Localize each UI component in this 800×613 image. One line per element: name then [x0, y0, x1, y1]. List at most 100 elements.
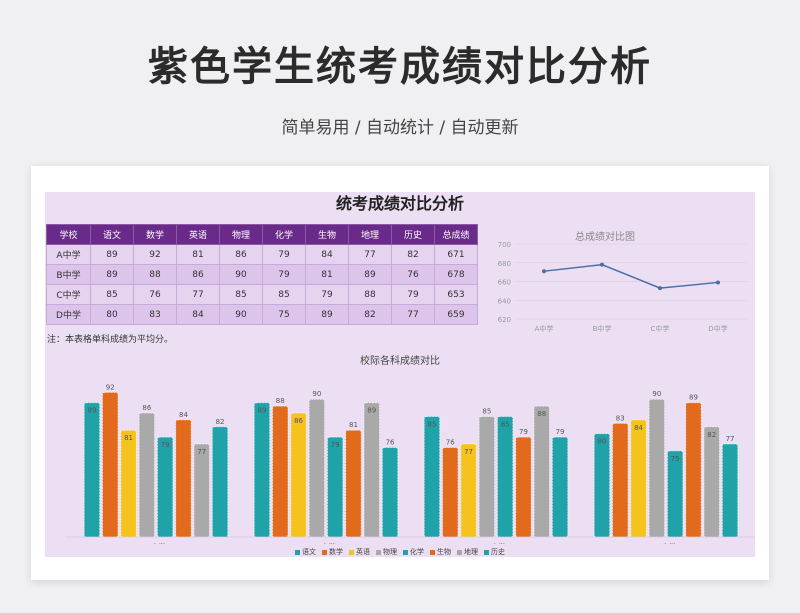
- bar: [496, 416, 514, 538]
- legend-swatch: [295, 549, 300, 555]
- bar-value-label: 81: [124, 434, 133, 442]
- bar-value-label: 80: [597, 438, 606, 446]
- legend-label: 物理: [383, 548, 397, 556]
- x-tick-label: D中学: [708, 324, 727, 333]
- table-cell: 88: [133, 264, 177, 285]
- legend-item: 地理: [457, 547, 478, 557]
- table-cell: 79: [262, 264, 306, 285]
- table-cell: 76: [133, 284, 177, 305]
- bar-value-label: 77: [197, 448, 206, 456]
- column-header: 数学: [133, 224, 177, 245]
- spreadsheet-sheet: 统考成绩对比分析 学校 语文 数学 英语 物理 化学 生物 地理 历史 总成绩 A中学 89 92 81…: [45, 192, 755, 557]
- bar: [612, 422, 629, 538]
- bar-value-label: 84: [179, 411, 188, 419]
- page-subtitle: 简单易用 / 自动统计 / 自动更新: [281, 118, 519, 138]
- table-cell: 77: [391, 304, 435, 325]
- table-row: B中学 89 88 86 90 79 81 89 76 678: [46, 264, 478, 285]
- bar-chart: 89 92 81 86 79 84 77 82 A中学 89 88 86 90 79 81 89 76 B中学 85…: [65, 383, 755, 544]
- bar: [102, 391, 119, 538]
- bar: [308, 398, 326, 538]
- column-header: 物理: [219, 224, 263, 245]
- bar-value-label: 79: [161, 441, 170, 449]
- bar-value-label: 79: [519, 428, 528, 436]
- bar-value-label: 77: [726, 435, 735, 443]
- column-header: 总成绩: [434, 224, 478, 245]
- table-cell: 86: [219, 244, 263, 265]
- bar-value-label: 75: [671, 455, 680, 463]
- bar: [157, 436, 174, 538]
- bar: [193, 443, 210, 538]
- legend-swatch: [403, 549, 408, 555]
- table-cell: 90: [219, 264, 263, 285]
- bar-value-label: 79: [556, 428, 565, 436]
- bar: [685, 402, 702, 538]
- table-cell: C中学: [46, 284, 91, 305]
- column-header: 地理: [348, 224, 392, 245]
- bar: [667, 450, 684, 538]
- legend-item: 化学: [403, 547, 424, 557]
- table-cell: 77: [348, 244, 392, 265]
- legend-swatch: [484, 549, 489, 555]
- column-header: 生物: [305, 224, 349, 245]
- table-cell: 81: [176, 244, 220, 265]
- table-cell: 84: [176, 304, 220, 325]
- bar: [593, 433, 611, 538]
- x-tick-label: C中学: [487, 542, 506, 544]
- bar-value-label: 76: [446, 438, 455, 446]
- table-cell: 653: [434, 284, 478, 305]
- bar-chart-title: 校际各科成绩对比: [360, 356, 440, 367]
- table-cell: 85: [90, 284, 134, 305]
- table-cell: 75: [262, 304, 306, 325]
- page-title: 紫色学生统考成绩对比分析: [148, 44, 652, 90]
- bar: [363, 402, 380, 538]
- table-cell: 85: [219, 284, 263, 305]
- table-cell: 79: [305, 284, 349, 305]
- table-cell: 89: [90, 244, 134, 265]
- y-tick-label: 660: [498, 279, 511, 287]
- bar-value-label: 85: [427, 420, 436, 428]
- table-cell: 81: [305, 264, 349, 285]
- bar-value-label: 85: [501, 420, 510, 428]
- bar-value-label: 81: [349, 421, 358, 429]
- bar-value-label: 86: [294, 417, 303, 425]
- bar: [253, 402, 271, 538]
- line-chart-title: 总成绩对比图: [575, 232, 635, 243]
- table-cell: A中学: [46, 244, 91, 265]
- table-cell: 80: [90, 304, 134, 325]
- table-cell: 89: [90, 264, 134, 285]
- legend-label: 英语: [356, 548, 370, 556]
- table-header-row: 学校 语文 数学 英语 物理 化学 生物 地理 历史 总成绩: [46, 224, 478, 245]
- bar-value-label: 76: [386, 438, 395, 446]
- bar: [721, 443, 739, 538]
- table-cell: 83: [133, 304, 177, 325]
- x-tick-label: B中学: [317, 542, 336, 544]
- preview-card: 统考成绩对比分析 学校 语文 数学 英语 物理 化学 生物 地理 历史 总成绩 A中学 89 92 81…: [31, 166, 769, 580]
- table-cell: 659: [434, 304, 478, 325]
- bar-value-label: 90: [652, 390, 661, 398]
- table-cell: B中学: [46, 264, 91, 285]
- bar: [703, 426, 720, 538]
- table-row: A中学 89 92 81 86 79 84 77 82 671: [46, 244, 478, 265]
- bar-value-label: 90: [312, 390, 321, 398]
- bar-value-label: 89: [689, 394, 698, 402]
- table-cell: D中学: [46, 304, 91, 325]
- table-cell: 79: [262, 244, 306, 265]
- y-tick-label: 640: [498, 297, 511, 305]
- table-cell: 89: [305, 304, 349, 325]
- bar-value-label: 82: [707, 431, 716, 439]
- x-tick-label: A中学: [535, 324, 554, 333]
- x-tick-label: D中学: [656, 542, 675, 544]
- line-chart: 620 640 660 680 700 A中学 B中学 C中学 D中学: [498, 241, 747, 333]
- legend-label: 生物: [437, 548, 451, 556]
- table-cell: 77: [176, 284, 220, 305]
- legend-label: 历史: [491, 548, 505, 556]
- legend-swatch: [457, 549, 462, 555]
- table-cell: 85: [262, 284, 306, 305]
- legend-item: 历史: [484, 547, 505, 557]
- y-tick-label: 680: [498, 260, 511, 268]
- legend-item: 生物: [430, 547, 451, 557]
- table-cell: 90: [219, 304, 263, 325]
- data-point: [716, 280, 720, 285]
- x-tick-label: A中学: [147, 542, 166, 544]
- legend-item: 语文: [295, 547, 316, 557]
